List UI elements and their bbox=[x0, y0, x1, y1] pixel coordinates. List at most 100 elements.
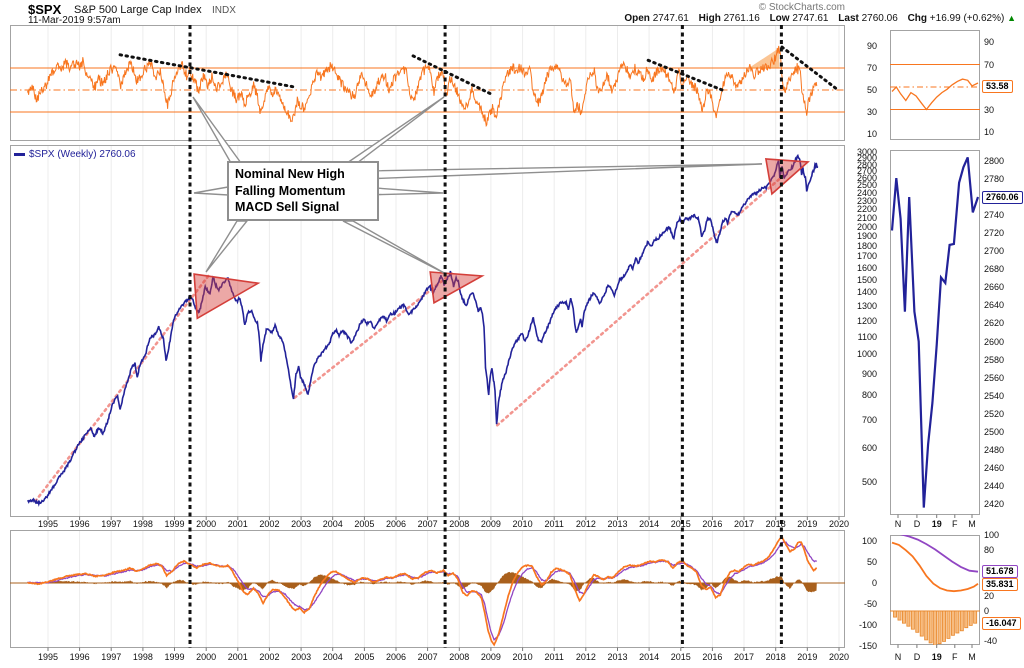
price-axis-tick: 700 bbox=[861, 414, 877, 425]
price-axis-tick: 1600 bbox=[856, 262, 877, 273]
year-label: 2019 bbox=[797, 519, 818, 529]
rsi-zoom-axis-tick: 70 bbox=[984, 59, 995, 70]
price-zoom-axis-tick: 2700 bbox=[984, 246, 1005, 257]
year-label: 2017 bbox=[734, 519, 755, 529]
rsi-axis-tick: 10 bbox=[866, 129, 877, 139]
zoom-month-label: F bbox=[952, 652, 958, 662]
zoom-month-label: F bbox=[952, 519, 958, 529]
rsi-axis-tick: 90 bbox=[866, 41, 877, 51]
annotation-callout: Nominal New High Falling Momentum MACD S… bbox=[227, 161, 379, 221]
year-label: 1997 bbox=[101, 519, 122, 529]
year-label: 1996 bbox=[69, 652, 90, 662]
chg-value: +16.99 (+0.62%) bbox=[929, 13, 1005, 24]
exchange-label: INDX bbox=[212, 5, 236, 16]
zoom-month-label: N bbox=[894, 519, 902, 529]
price-axis-tick: 2400 bbox=[856, 187, 877, 198]
zoom-month-label: N bbox=[894, 652, 902, 662]
price-axis-tick: 1100 bbox=[857, 331, 877, 342]
price-axis-tick: 1700 bbox=[856, 251, 877, 262]
year-label: 2007 bbox=[417, 652, 438, 662]
rsi-axis-tick: 70 bbox=[866, 63, 877, 73]
year-label: 1995 bbox=[37, 652, 58, 662]
quote-line: Open 2747.61 High 2761.16 Low 2747.61 La… bbox=[617, 13, 1016, 24]
rsi-zoom-axis-tick: 10 bbox=[984, 127, 995, 137]
price-value-badge: 2760.06 bbox=[982, 191, 1023, 204]
macd-axis-tick: 100 bbox=[861, 536, 877, 546]
macd-zoom-axis-tick: 80 bbox=[984, 545, 995, 556]
macd-zoom-panel bbox=[890, 535, 980, 645]
year-label: 2004 bbox=[322, 519, 343, 529]
rsi-zoom-axis-tick: 30 bbox=[984, 104, 995, 115]
last-label: Last bbox=[838, 13, 859, 24]
price-zoom-axis-tick: 2420 bbox=[984, 498, 1005, 509]
price-axis-tick: 1900 bbox=[856, 230, 877, 241]
year-label: 2001 bbox=[227, 652, 248, 662]
year-label: 2003 bbox=[291, 652, 312, 662]
price-axis-tick: 2600 bbox=[856, 173, 877, 184]
year-label: 2005 bbox=[354, 519, 375, 529]
price-zoom-axis-tick: 2620 bbox=[984, 318, 1005, 329]
year-label: 1995 bbox=[37, 519, 58, 529]
price-axis-tick: 1200 bbox=[856, 315, 877, 326]
price-zoom-axis-tick: 2460 bbox=[984, 462, 1005, 473]
macd-zoom-axis-tick: 100 bbox=[984, 530, 1000, 540]
callout-line-1: Nominal New High bbox=[235, 167, 345, 181]
year-label: 2016 bbox=[702, 652, 723, 662]
price-legend: $SPX (Weekly) 2760.06 bbox=[14, 149, 136, 160]
price-axis-tick: 1400 bbox=[856, 287, 877, 298]
year-label: 2009 bbox=[480, 652, 501, 662]
year-label: 2018 bbox=[765, 519, 786, 529]
rsi-axis-tick: 50 bbox=[866, 85, 877, 95]
year-label: 2015 bbox=[670, 652, 691, 662]
year-label: 2018 bbox=[765, 652, 786, 662]
zoom-month-label: D bbox=[913, 652, 921, 662]
callout-line-2: Falling Momentum bbox=[235, 183, 346, 198]
high-label: High bbox=[698, 13, 721, 24]
macd-panel bbox=[10, 530, 845, 648]
copyright-label: © StockCharts.com bbox=[758, 2, 845, 13]
symbol-name: S&P 500 Large Cap Index bbox=[74, 4, 202, 16]
macd-axis-tick: -50 bbox=[863, 599, 877, 609]
rsi-zoom-axis-tick: 90 bbox=[984, 37, 995, 47]
year-label: 2002 bbox=[259, 519, 280, 529]
year-label: 2005 bbox=[354, 652, 375, 662]
zoom-month-label: M bbox=[968, 652, 976, 662]
price-zoom-axis-tick: 2720 bbox=[984, 228, 1005, 239]
legend-text: $SPX (Weekly) 2760.06 bbox=[29, 149, 136, 160]
price-axis-tick: 600 bbox=[861, 443, 877, 454]
year-label: 2013 bbox=[607, 652, 628, 662]
year-label: 2010 bbox=[512, 652, 533, 662]
macd-axis-tick: -150 bbox=[858, 641, 877, 651]
year-label: 2016 bbox=[702, 519, 723, 529]
price-axis-tick: 1300 bbox=[856, 300, 877, 311]
price-axis-tick: 2900 bbox=[856, 153, 877, 164]
zoom-month-label: D bbox=[913, 519, 921, 529]
price-zoom-axis-tick: 2740 bbox=[984, 210, 1005, 221]
year-label: 2001 bbox=[227, 519, 248, 529]
year-label: 2000 bbox=[196, 652, 217, 662]
price-axis-tick: 500 bbox=[861, 476, 877, 487]
year-label: 1998 bbox=[132, 519, 153, 529]
low-label: Low bbox=[769, 13, 790, 24]
year-label: 2011 bbox=[544, 652, 564, 662]
symbol-title: $SPX bbox=[28, 2, 62, 17]
macd-zoom-axis-tick: 20 bbox=[984, 590, 995, 601]
year-label: 2006 bbox=[385, 652, 407, 662]
low-value: 2747.61 bbox=[792, 13, 829, 24]
price-zoom-axis-tick: 2660 bbox=[984, 282, 1005, 293]
year-label: 2017 bbox=[734, 652, 755, 662]
rsi-value-badge: 53.58 bbox=[982, 80, 1013, 93]
macd-histogram-badge: -16.047 bbox=[982, 617, 1021, 630]
price-axis-tick: 2300 bbox=[856, 195, 877, 206]
price-axis-tick: 3000 bbox=[856, 146, 877, 157]
price-panel bbox=[10, 145, 845, 517]
year-label: 2008 bbox=[449, 652, 470, 662]
macd-zoom-axis-tick: -40 bbox=[984, 636, 998, 647]
year-label: 2011 bbox=[544, 519, 564, 529]
price-axis-tick: 2500 bbox=[856, 180, 877, 191]
year-label: 2012 bbox=[575, 652, 596, 662]
high-value: 2761.16 bbox=[723, 13, 760, 24]
year-label: 1998 bbox=[132, 652, 153, 662]
price-axis-tick: 1000 bbox=[856, 349, 877, 360]
macd-axis-tick: 0 bbox=[871, 578, 877, 588]
